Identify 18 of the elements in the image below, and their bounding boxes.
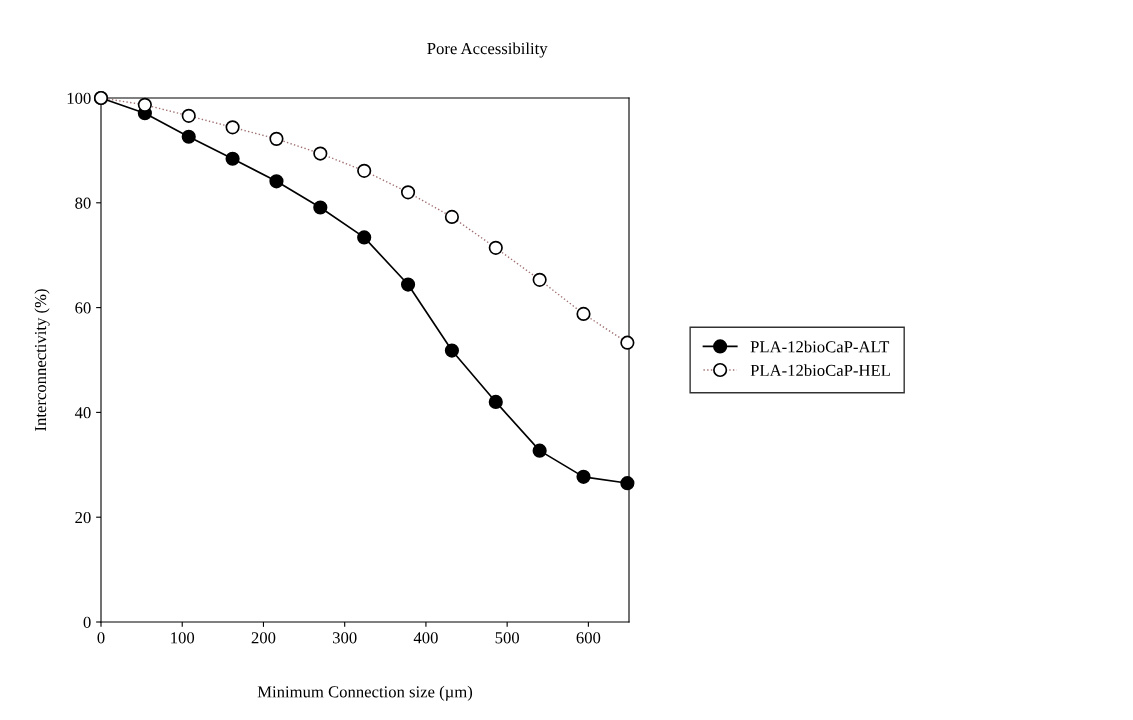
y-tick-label: 60 bbox=[75, 302, 91, 314]
y-tick-label: 80 bbox=[75, 197, 91, 209]
y-tick-label: 40 bbox=[74, 407, 91, 419]
y-tick-label: 0 bbox=[83, 616, 91, 628]
x-tick-label: 400 bbox=[413, 632, 438, 644]
x-tick-label: 0 bbox=[97, 632, 105, 644]
x-tick-label: 200 bbox=[251, 632, 276, 644]
x-tick-label: 100 bbox=[171, 632, 195, 644]
x-axis-title: Minimum Connection size (µm) bbox=[257, 685, 473, 701]
y-tick-label: 100 bbox=[67, 92, 91, 104]
chart-title: Pore Accessibility bbox=[427, 42, 548, 58]
legend-label: PLA-12bioCaP-HEL bbox=[750, 364, 890, 376]
y-tick-label: 20 bbox=[75, 511, 91, 524]
x-tick-label: 600 bbox=[576, 632, 601, 644]
y-axis-title: Interconnectivity (%) bbox=[34, 289, 50, 431]
x-tick-label: 300 bbox=[332, 632, 357, 644]
legend-label: PLA-12bioCaP-ALT bbox=[750, 340, 890, 353]
x-tick-label: 500 bbox=[495, 632, 520, 644]
